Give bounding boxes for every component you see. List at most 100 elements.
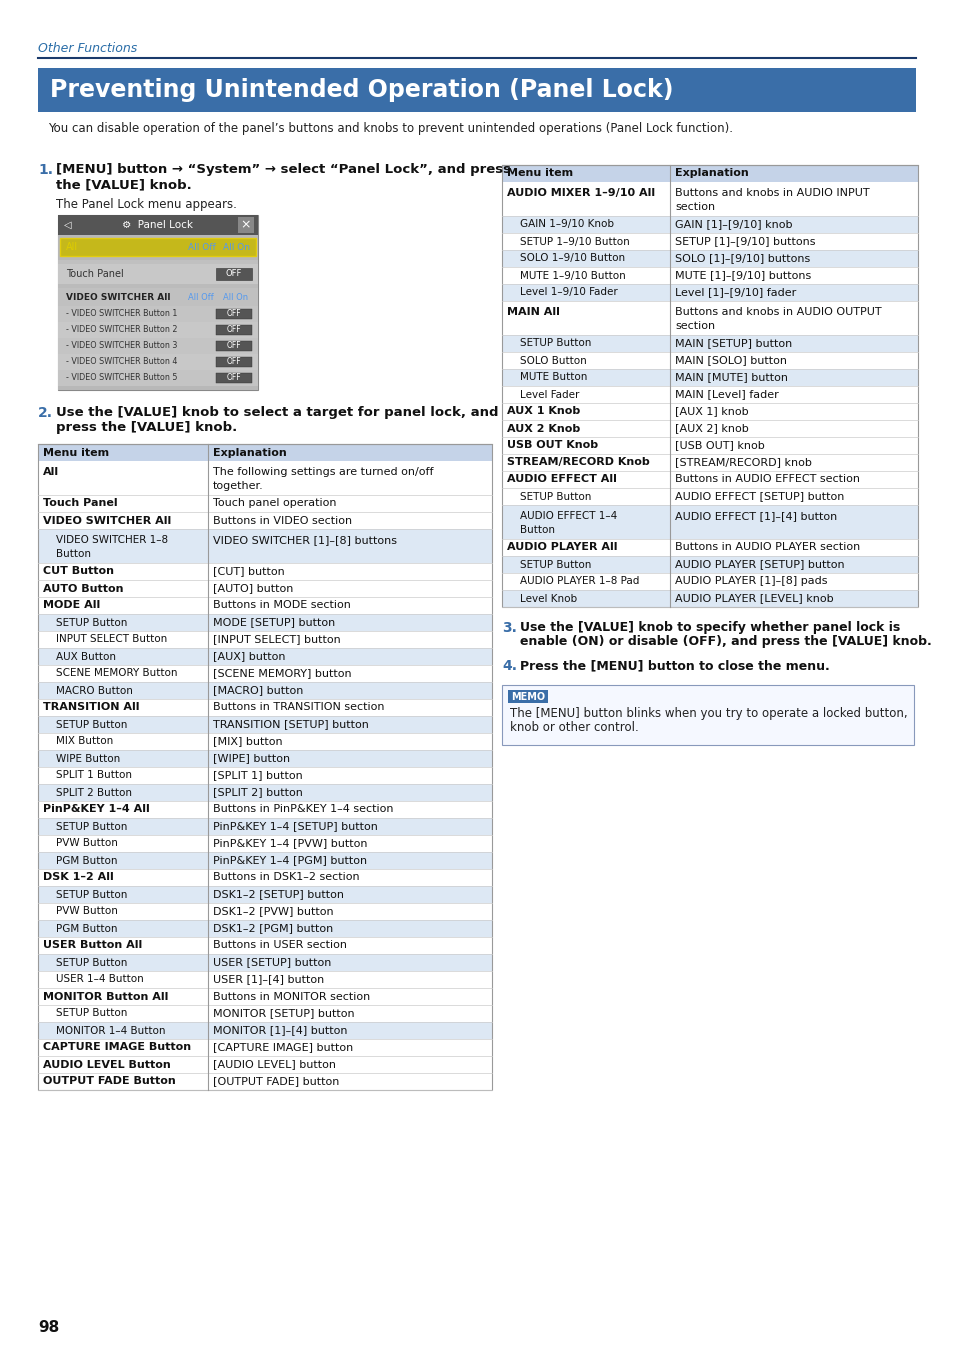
Text: Touch panel operation: Touch panel operation xyxy=(213,498,336,509)
Bar xyxy=(38,1022,492,1040)
Text: Buttons in AUDIO PLAYER section: Buttons in AUDIO PLAYER section xyxy=(675,543,860,552)
Bar xyxy=(215,309,252,319)
Text: AUDIO PLAYER 1–8 Pad: AUDIO PLAYER 1–8 Pad xyxy=(519,576,639,586)
Text: section: section xyxy=(675,202,715,212)
Text: MUTE [1]–[9/10] buttons: MUTE [1]–[9/10] buttons xyxy=(675,270,810,281)
Bar xyxy=(38,682,492,699)
Text: ⚙  Panel Lock: ⚙ Panel Lock xyxy=(122,220,193,230)
Bar xyxy=(38,512,492,529)
Bar xyxy=(38,733,492,751)
Text: [AUTO] button: [AUTO] button xyxy=(213,583,294,594)
Text: MEMO: MEMO xyxy=(511,691,544,702)
Text: [SPLIT 2] button: [SPLIT 2] button xyxy=(213,787,302,798)
Bar xyxy=(38,784,492,801)
Text: OUTPUT FADE Button: OUTPUT FADE Button xyxy=(43,1076,175,1087)
Text: MONITOR [1]–[4] button: MONITOR [1]–[4] button xyxy=(213,1026,347,1035)
Text: [WIPE] button: [WIPE] button xyxy=(213,753,290,764)
Text: SCENE MEMORY Button: SCENE MEMORY Button xyxy=(56,668,177,679)
Text: [STREAM/RECORD] knob: [STREAM/RECORD] knob xyxy=(675,458,811,467)
Text: MUTE 1–9/10 Button: MUTE 1–9/10 Button xyxy=(519,270,625,281)
Text: AUX 1 Knob: AUX 1 Knob xyxy=(506,406,579,417)
Text: INPUT SELECT Button: INPUT SELECT Button xyxy=(56,634,167,644)
Text: [OUTPUT FADE] button: [OUTPUT FADE] button xyxy=(213,1076,339,1087)
Text: 98: 98 xyxy=(38,1320,59,1335)
Bar xyxy=(501,684,913,745)
Bar xyxy=(215,269,252,279)
Text: [CUT] button: [CUT] button xyxy=(213,567,284,576)
Text: Touch Panel: Touch Panel xyxy=(66,269,124,279)
Bar xyxy=(38,818,492,836)
Text: Button: Button xyxy=(56,549,91,559)
Bar xyxy=(38,666,492,682)
Bar xyxy=(501,404,917,420)
Text: OFF: OFF xyxy=(227,325,241,335)
Text: press the [VALUE] knob.: press the [VALUE] knob. xyxy=(56,421,237,433)
Bar xyxy=(38,919,492,937)
Bar xyxy=(38,1040,492,1056)
Bar xyxy=(501,182,917,216)
Bar xyxy=(58,261,257,265)
Text: All On: All On xyxy=(223,243,250,251)
Text: MAIN [SOLO] button: MAIN [SOLO] button xyxy=(675,355,786,366)
Bar xyxy=(215,356,252,367)
Text: [MIX] button: [MIX] button xyxy=(213,737,282,747)
Text: Preventing Unintended Operation (Panel Lock): Preventing Unintended Operation (Panel L… xyxy=(50,78,673,103)
Bar xyxy=(38,529,492,563)
Bar xyxy=(501,454,917,471)
Text: [SPLIT 1] button: [SPLIT 1] button xyxy=(213,771,302,780)
Bar xyxy=(38,563,492,580)
Bar xyxy=(501,267,917,284)
Bar xyxy=(58,284,257,288)
Bar xyxy=(501,386,917,404)
Text: Buttons and knobs in AUDIO OUTPUT: Buttons and knobs in AUDIO OUTPUT xyxy=(675,306,881,317)
Text: PinP&KEY 1–4 [PGM] button: PinP&KEY 1–4 [PGM] button xyxy=(213,856,367,865)
Bar xyxy=(38,1004,492,1022)
Text: USER [SETUP] button: USER [SETUP] button xyxy=(213,957,331,968)
Text: VIDEO SWITCHER [1]–[8] buttons: VIDEO SWITCHER [1]–[8] buttons xyxy=(213,535,396,545)
Text: 2.: 2. xyxy=(38,406,53,420)
Text: [AUDIO LEVEL] button: [AUDIO LEVEL] button xyxy=(213,1060,335,1069)
Text: All: All xyxy=(66,242,78,252)
Bar xyxy=(501,165,917,608)
Text: MAIN [MUTE] button: MAIN [MUTE] button xyxy=(675,373,787,382)
Bar xyxy=(215,342,252,351)
Text: ◁: ◁ xyxy=(64,220,71,230)
Text: PVW Button: PVW Button xyxy=(56,906,118,917)
Text: Buttons in MODE section: Buttons in MODE section xyxy=(213,601,351,610)
Text: MONITOR Button All: MONITOR Button All xyxy=(43,991,168,1002)
Bar xyxy=(58,265,257,284)
Text: 4.: 4. xyxy=(501,659,517,674)
Text: together.: together. xyxy=(213,481,263,491)
Text: USB OUT Knob: USB OUT Knob xyxy=(506,440,598,451)
Text: MODE [SETUP] button: MODE [SETUP] button xyxy=(213,617,335,628)
Text: OFF: OFF xyxy=(226,270,242,278)
Text: Use the [VALUE] knob to specify whether panel lock is: Use the [VALUE] knob to specify whether … xyxy=(519,621,900,634)
Bar xyxy=(58,288,257,306)
Bar xyxy=(507,690,547,703)
Text: Level Knob: Level Knob xyxy=(519,594,577,603)
Bar xyxy=(501,590,917,608)
Text: [MENU] button → “System” → select “Panel Lock”, and press: [MENU] button → “System” → select “Panel… xyxy=(56,163,511,176)
Text: PinP&KEY 1–4 All: PinP&KEY 1–4 All xyxy=(43,805,150,814)
Bar xyxy=(501,437,917,454)
Text: SOLO 1–9/10 Button: SOLO 1–9/10 Button xyxy=(519,254,624,263)
Text: GAIN [1]–[9/10] knob: GAIN [1]–[9/10] knob xyxy=(675,220,792,230)
Bar xyxy=(501,250,917,267)
Bar xyxy=(38,495,492,512)
Bar xyxy=(501,420,917,437)
Text: USER Button All: USER Button All xyxy=(43,941,142,950)
Text: SOLO [1]–[9/10] buttons: SOLO [1]–[9/10] buttons xyxy=(675,254,809,263)
Text: Press the [MENU] button to close the menu.: Press the [MENU] button to close the men… xyxy=(519,659,829,672)
Text: SPLIT 1 Button: SPLIT 1 Button xyxy=(56,771,132,780)
Text: - VIDEO SWITCHER Button 3: - VIDEO SWITCHER Button 3 xyxy=(66,342,177,351)
Text: SETUP Button: SETUP Button xyxy=(56,720,128,729)
Text: MAIN All: MAIN All xyxy=(506,306,559,317)
Text: PGM Button: PGM Button xyxy=(56,923,117,933)
Text: CAPTURE IMAGE Button: CAPTURE IMAGE Button xyxy=(43,1042,191,1053)
Text: SPLIT 2 Button: SPLIT 2 Button xyxy=(56,787,132,798)
Bar xyxy=(38,852,492,869)
Bar xyxy=(38,1073,492,1089)
Bar xyxy=(58,338,257,354)
Text: AUDIO PLAYER [SETUP] button: AUDIO PLAYER [SETUP] button xyxy=(675,559,843,570)
Text: enable (ON) or disable (OFF), and press the [VALUE] knob.: enable (ON) or disable (OFF), and press … xyxy=(519,634,931,648)
